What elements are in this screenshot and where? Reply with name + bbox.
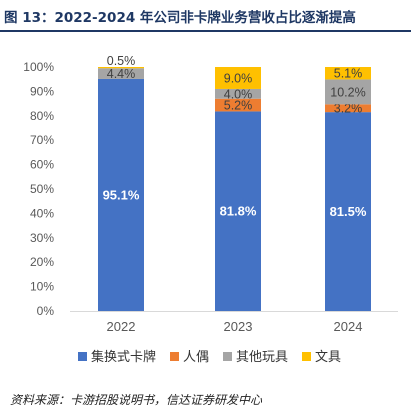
legend-swatch [302, 352, 311, 361]
legend-swatch [78, 352, 87, 361]
bar-segment [98, 67, 144, 69]
y-tick-label: 80% [30, 109, 54, 123]
legend-label: 集换式卡牌 [91, 349, 156, 365]
bar-segment [215, 111, 261, 312]
bar-segment [325, 104, 371, 113]
y-tick-label: 50% [30, 182, 54, 196]
legend-label: 人偶 [183, 350, 209, 365]
y-tick-label: 10% [30, 280, 54, 294]
x-tick-label: 2023 [224, 319, 253, 334]
y-tick-label: 20% [30, 255, 54, 269]
bar-segment [325, 79, 371, 105]
y-tick-label: 70% [30, 133, 54, 147]
y-tick-label: 40% [30, 206, 54, 220]
data-label: 10.2% [330, 85, 365, 99]
legend-label: 文具 [315, 350, 341, 365]
data-label: 3.2% [334, 102, 363, 116]
y-tick-label: 90% [30, 84, 54, 98]
y-tick-label: 60% [30, 158, 54, 172]
chart-title: 图 13：2022-2024 年公司非卡牌业务营收占比逐渐提高 [4, 10, 356, 26]
bar-segment [215, 88, 261, 99]
data-label: 9.0% [224, 71, 253, 85]
data-label: 5.2% [224, 99, 253, 113]
x-tick-label: 2024 [334, 319, 363, 334]
bar-segment [325, 67, 371, 80]
data-label: 81.8% [220, 204, 257, 219]
title-underline [0, 30, 411, 32]
data-label: 4.4% [107, 67, 136, 81]
y-tick-label: 100% [23, 60, 54, 74]
data-label: 5.1% [334, 67, 363, 81]
y-tick-label: 30% [30, 231, 54, 245]
x-tick-label: 2022 [107, 319, 136, 334]
legend-swatch [223, 352, 232, 361]
data-label: 81.5% [330, 204, 367, 219]
bar-segment [98, 68, 144, 79]
legend-swatch [170, 352, 179, 361]
bar-segment [325, 112, 371, 311]
data-label: 0.5% [107, 54, 136, 68]
bar-segment [215, 67, 261, 89]
data-label: 95.1% [103, 187, 140, 202]
bar-segment [215, 98, 261, 112]
source-note: 资料来源：卡游招股说明书，信达证券研发中心 [10, 393, 263, 407]
data-label: 4.0% [224, 87, 253, 101]
legend-label: 其他玩具 [236, 350, 288, 365]
y-tick-label: 0% [37, 304, 55, 318]
bar-segment [98, 78, 144, 312]
